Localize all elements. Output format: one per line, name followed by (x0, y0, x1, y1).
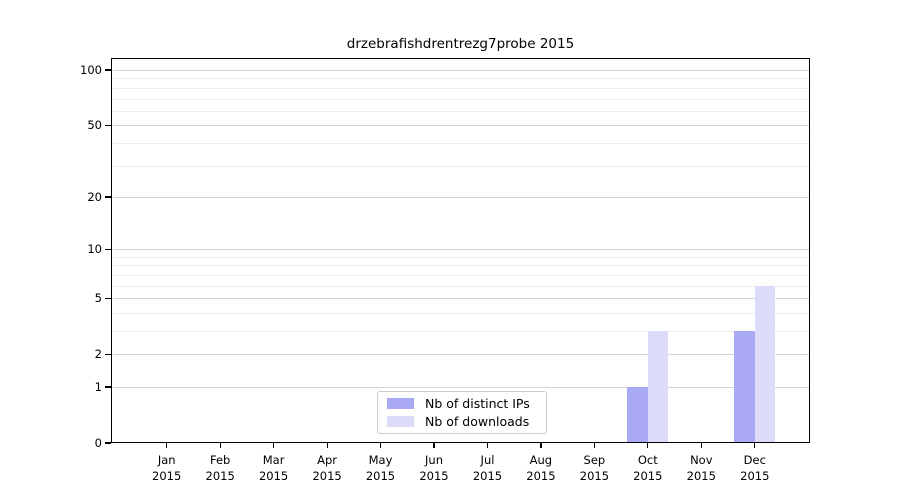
y-tick-label-2: 2 (94, 347, 102, 362)
gridline-minor-30 (113, 165, 809, 167)
gridline-minor-8 (113, 265, 809, 267)
gridline-major-100 (113, 70, 809, 71)
bar-nb-of-downloads-dec (754, 285, 776, 442)
x-tick-mark-jun (433, 443, 435, 448)
x-tick-mark-dec (754, 443, 756, 448)
x-tick-mark-aug (540, 443, 542, 448)
gridline-major-1 (113, 387, 809, 388)
gridline-minor-7 (113, 274, 809, 276)
x-tick-label-sep-2015: Sep 2015 (579, 453, 610, 483)
x-tick-mark-jan (166, 443, 168, 448)
gridline-minor-90 (113, 78, 809, 80)
x-tick-mark-jul (486, 443, 489, 448)
y-tick-mark-10 (105, 248, 111, 250)
x-tick-label-apr-2015: Apr 2015 (312, 453, 342, 483)
y-tick-label-100: 100 (80, 63, 102, 77)
gridline-minor-9 (113, 256, 809, 258)
y-tick-label-20: 20 (87, 189, 102, 204)
gridline-major-50 (113, 125, 809, 127)
gridline-minor-70 (113, 98, 809, 100)
x-tick-label-nov-2015: Nov 2015 (686, 453, 716, 483)
gridline-minor-3 (113, 331, 809, 332)
x-tick-label-jul-2015: Jul 2015 (472, 453, 503, 483)
legend-label-downloads: Nb of downloads (425, 414, 530, 429)
x-tick-label-jan-2015: Jan 2015 (152, 453, 182, 483)
gridline-major-10 (113, 249, 809, 251)
legend: Nb of distinct IPs Nb of downloads (377, 391, 547, 434)
x-tick-mark-nov (700, 443, 702, 448)
gridline-major-20 (113, 196, 809, 198)
x-tick-label-mar-2015: Mar 2015 (258, 453, 289, 483)
gridline-minor-80 (113, 87, 809, 89)
x-tick-label-aug-2015: Aug 2015 (526, 453, 556, 483)
legend-label-distinct-ips: Nb of distinct IPs (425, 396, 530, 411)
y-tick-mark-1 (105, 386, 111, 388)
chart-title: drzebrafishdrentrezg7probe 2015 (346, 36, 575, 52)
y-tick-mark-2 (105, 353, 111, 355)
x-tick-mark-may (379, 443, 382, 448)
gridline-minor-4 (113, 312, 809, 314)
x-tick-mark-feb (219, 443, 221, 448)
x-tick-label-feb-2015: Feb 2015 (205, 453, 235, 483)
plot-frame (111, 58, 810, 443)
legend-swatch-downloads (387, 416, 414, 427)
x-tick-mark-apr (326, 443, 328, 448)
legend-item-distinct-ips: Nb of distinct IPs (387, 397, 538, 410)
y-tick-mark-50 (105, 124, 111, 126)
gridline-major-5 (113, 298, 809, 300)
y-tick-label-1: 1 (94, 380, 102, 394)
x-tick-mark-mar (273, 443, 275, 448)
y-tick-mark-20 (105, 196, 111, 198)
legend-item-downloads: Nb of downloads (387, 415, 538, 428)
gridline-minor-60 (113, 110, 809, 112)
bar-nb-of-downloads-oct (647, 331, 669, 442)
x-tick-mark-sep (593, 443, 596, 448)
x-tick-label-oct-2015: Oct 2015 (633, 453, 663, 483)
x-tick-label-dec-2015: Dec 2015 (740, 453, 770, 483)
y-tick-label-5: 5 (94, 291, 102, 306)
x-tick-label-jun-2015: Jun 2015 (419, 453, 449, 483)
gridline-major-2 (113, 354, 809, 356)
y-tick-label-50: 50 (87, 118, 102, 133)
y-tick-mark-0 (105, 442, 111, 444)
legend-swatch-distinct-ips (387, 398, 414, 409)
gridline-minor-6 (113, 285, 809, 287)
bar-nb-of-distinct-ips-oct (627, 387, 648, 442)
x-tick-mark-oct (647, 443, 649, 448)
y-tick-mark-5 (105, 297, 111, 299)
bar-nb-of-distinct-ips-dec (734, 331, 755, 442)
y-tick-mark-100 (105, 69, 111, 71)
y-tick-label-0: 0 (94, 436, 102, 450)
y-tick-label-10: 10 (87, 242, 102, 257)
x-tick-label-may-2015: May 2015 (365, 453, 396, 483)
gridline-minor-40 (113, 142, 809, 144)
